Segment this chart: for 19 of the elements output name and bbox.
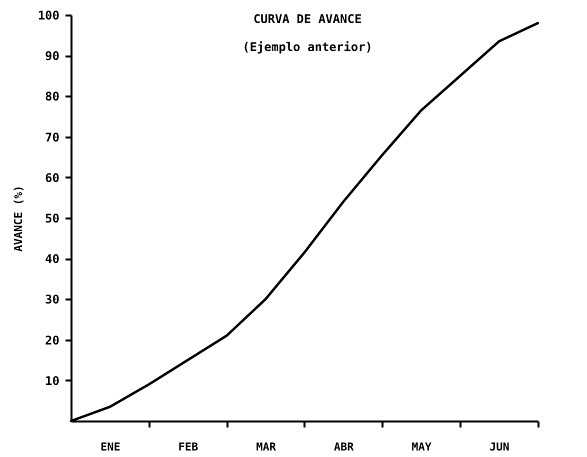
y-tick-label: 70: [45, 130, 60, 144]
x-tick-label: ABR: [334, 440, 354, 454]
text: (Ejemplo anterior): [242, 40, 373, 54]
y-tick-label: 80: [45, 90, 60, 104]
y-tick-label: 50: [45, 212, 60, 226]
y-tick-label: 90: [45, 49, 60, 64]
x-tick-label: JUN: [489, 440, 510, 454]
x-tick-label: ENE: [100, 440, 120, 454]
y-tick-label: 30: [45, 292, 60, 307]
y-tick-label: 40: [45, 252, 60, 266]
chart-title: CURVA DE AVANCE: [253, 12, 362, 26]
y-tick-label: 10: [45, 374, 60, 388]
y-tick-label: 60: [45, 170, 60, 185]
y-axis-title: AVANCE (%): [12, 185, 25, 252]
x-tick-label: MAY: [412, 440, 432, 454]
y-tick-label: 100: [38, 8, 60, 22]
y-tick-label: 20: [45, 333, 60, 348]
x-tick-label: MAR: [256, 440, 276, 454]
x-tick-label: FEB: [178, 440, 199, 454]
